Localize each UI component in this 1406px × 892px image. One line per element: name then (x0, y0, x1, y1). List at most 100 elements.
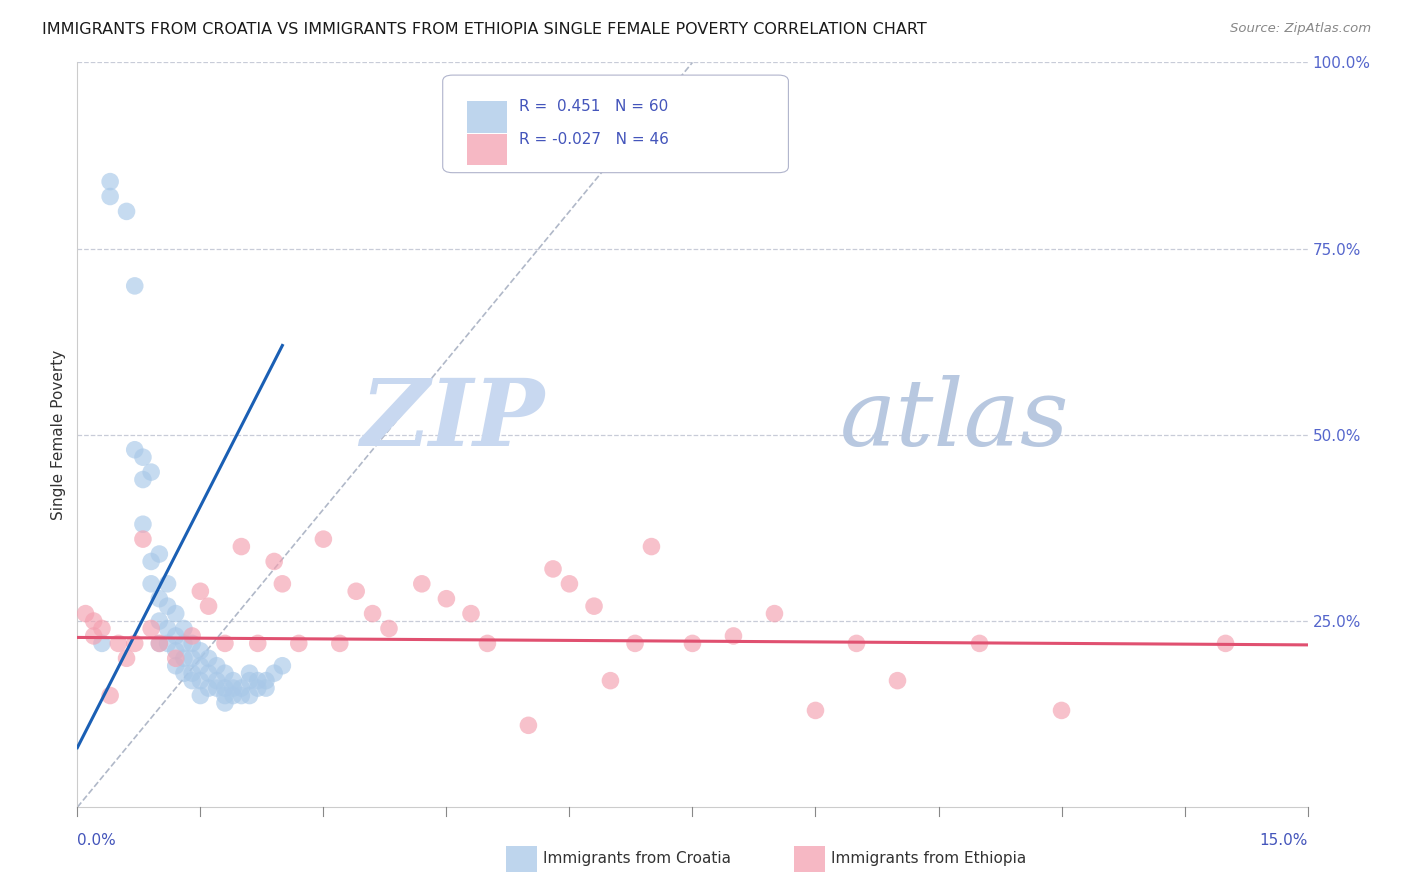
Text: R =  0.451   N = 60: R = 0.451 N = 60 (519, 99, 668, 114)
Text: Immigrants from Croatia: Immigrants from Croatia (543, 851, 731, 865)
Point (361, 607, 384, 621)
Text: Source: ZipAtlas.com: Source: ZipAtlas.com (1230, 22, 1371, 36)
Point (181, 636, 204, 650)
Point (246, 673, 269, 688)
Point (197, 666, 219, 681)
Point (239, 673, 262, 688)
Point (1050, 703, 1073, 717)
Point (173, 666, 195, 681)
Point (271, 658, 294, 673)
Point (344, 584, 367, 599)
Point (599, 673, 621, 688)
Point (188, 673, 212, 688)
Point (197, 681, 219, 695)
Point (460, 607, 482, 621)
Point (845, 636, 868, 650)
Point (246, 681, 269, 695)
Point (477, 636, 499, 650)
Point (132, 450, 155, 465)
Point (271, 577, 294, 591)
Point (222, 681, 245, 695)
Point (124, 279, 146, 293)
Point (141, 465, 163, 479)
Point (804, 703, 827, 717)
Point (141, 554, 163, 568)
Point (288, 636, 311, 650)
FancyBboxPatch shape (467, 134, 506, 165)
Point (115, 204, 138, 219)
Point (254, 681, 277, 695)
Text: 15.0%: 15.0% (1260, 833, 1308, 848)
Text: R = -0.027   N = 46: R = -0.027 N = 46 (519, 132, 669, 147)
FancyBboxPatch shape (506, 846, 537, 872)
Point (124, 442, 146, 457)
Text: Immigrants from Ethiopia: Immigrants from Ethiopia (831, 851, 1026, 865)
Point (214, 666, 236, 681)
Point (188, 689, 212, 703)
Point (312, 532, 335, 546)
Point (329, 636, 352, 650)
Point (1215, 636, 1237, 650)
Point (214, 696, 236, 710)
Point (181, 651, 204, 665)
Text: IMMIGRANTS FROM CROATIA VS IMMIGRANTS FROM ETHIOPIA SINGLE FEMALE POVERTY CORREL: IMMIGRANTS FROM CROATIA VS IMMIGRANTS FR… (42, 22, 927, 37)
Point (141, 577, 163, 591)
Text: 0.0%: 0.0% (77, 833, 117, 848)
FancyBboxPatch shape (443, 75, 789, 173)
Point (205, 681, 228, 695)
Point (115, 651, 138, 665)
Point (378, 622, 401, 636)
Point (148, 636, 170, 650)
Point (239, 689, 262, 703)
Point (107, 636, 129, 650)
Point (969, 636, 991, 650)
Point (624, 636, 647, 650)
Point (141, 622, 163, 636)
Point (205, 673, 228, 688)
Point (98, 175, 121, 189)
Point (148, 591, 170, 606)
Point (75, 607, 97, 621)
Point (98, 189, 121, 203)
Point (148, 614, 170, 628)
Point (436, 591, 458, 606)
Point (197, 651, 219, 665)
Point (148, 636, 170, 650)
Point (411, 577, 433, 591)
Point (165, 658, 187, 673)
Point (246, 636, 269, 650)
Point (517, 718, 540, 732)
Point (156, 622, 179, 636)
Point (148, 547, 170, 561)
Point (263, 666, 285, 681)
Point (231, 540, 253, 554)
Point (90, 636, 114, 650)
Point (214, 681, 236, 695)
Point (124, 636, 146, 650)
Point (263, 554, 285, 568)
Point (188, 584, 212, 599)
Point (132, 473, 155, 487)
Point (254, 673, 277, 688)
Point (165, 629, 187, 643)
Point (231, 681, 253, 695)
Point (165, 644, 187, 658)
Point (886, 673, 908, 688)
Text: ZIP: ZIP (360, 375, 546, 465)
Point (83, 614, 105, 628)
Point (763, 607, 786, 621)
Point (181, 666, 204, 681)
Point (173, 636, 195, 650)
Point (132, 517, 155, 532)
FancyBboxPatch shape (794, 846, 825, 872)
Point (640, 540, 662, 554)
Point (541, 562, 564, 576)
Point (558, 577, 581, 591)
Point (156, 636, 179, 650)
Point (156, 599, 179, 614)
Point (156, 577, 179, 591)
Point (83, 629, 105, 643)
Text: atlas: atlas (841, 375, 1070, 465)
Point (723, 629, 745, 643)
Point (205, 658, 228, 673)
